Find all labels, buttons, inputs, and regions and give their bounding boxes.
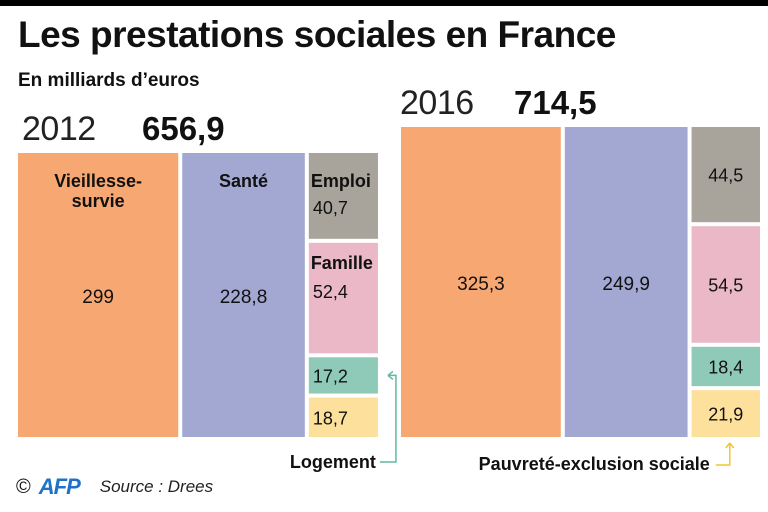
- treemap-cell-pauvrete-exclusion-sociale-2016: [691, 390, 760, 437]
- treemap-cell-emploi-2012: [308, 153, 378, 239]
- value-label-emploi-2012: 40,7: [313, 198, 348, 218]
- top-bar: [0, 0, 768, 6]
- pauvrete-callout-arrow-icon: [725, 442, 735, 449]
- afp-logo: AFP: [38, 474, 81, 499]
- pauvrete-callout-line: [715, 443, 731, 466]
- value-label-famille-2016: 54,5: [708, 275, 743, 295]
- value-label-logement-2012: 17,2: [313, 366, 348, 386]
- category-label-vieillesse-survie-line2: survie: [72, 191, 125, 211]
- value-label-famille-2012: 52,4: [313, 282, 348, 302]
- total-label-2016: 714,5: [514, 84, 597, 121]
- treemap-cell-sante-2012: [182, 153, 305, 437]
- treemap-cell-pauvrete-exclusion-sociale-2012: [308, 397, 378, 437]
- year-label-2016: 2016: [400, 84, 474, 122]
- annotation-pauvrete-exclusion-sociale: Pauvreté-exclusion sociale: [479, 454, 710, 474]
- treemap-cell-famille-2016: [691, 226, 760, 343]
- year-label-2012: 2012: [22, 110, 96, 148]
- value-label-logement-2016: 18,4: [708, 357, 743, 377]
- value-label-vieillesse-survie-2012: 299: [82, 287, 114, 308]
- value-label-sante-2012: 228,8: [220, 287, 268, 308]
- value-label-emploi-2016: 44,5: [708, 166, 743, 186]
- logement-callout-arrow-icon: [387, 370, 394, 381]
- source-note: Source : Drees: [99, 477, 214, 496]
- category-label-sante: Santé: [219, 171, 268, 191]
- treemap-cell-vieillesse-survie-2016: [401, 127, 561, 437]
- treemap-cell-emploi-2016: [691, 127, 760, 223]
- chart-subtitle: En milliards d’euros: [18, 70, 200, 91]
- value-label-sante-2016: 249,9: [602, 274, 650, 295]
- category-label-emploi: Emploi: [311, 171, 371, 191]
- treemap-cell-logement-2016: [691, 346, 760, 387]
- value-label-pauvrete-exclusion-sociale-2016: 21,9: [708, 405, 743, 425]
- footer: © AFP Source : Drees: [16, 474, 213, 500]
- category-label-famille: Famille: [311, 253, 373, 273]
- treemap-cell-sante-2016: [564, 127, 688, 437]
- treemap-cell-vieillesse-survie-2012: [18, 153, 179, 437]
- copyright-icon: ©: [16, 475, 31, 498]
- treemap-cell-famille-2012: [308, 242, 378, 354]
- logement-callout-line: [379, 374, 397, 463]
- treemap-cell-logement-2012: [308, 357, 378, 394]
- value-label-pauvrete-exclusion-sociale-2012: 18,7: [313, 408, 348, 428]
- category-label-vieillesse-survie: Vieillesse-: [54, 171, 142, 191]
- total-label-2012: 656,9: [142, 110, 225, 147]
- value-label-vieillesse-survie-2016: 325,3: [457, 274, 505, 295]
- annotation-logement: Logement: [290, 452, 376, 472]
- chart-title: Les prestations sociales en France: [18, 14, 616, 55]
